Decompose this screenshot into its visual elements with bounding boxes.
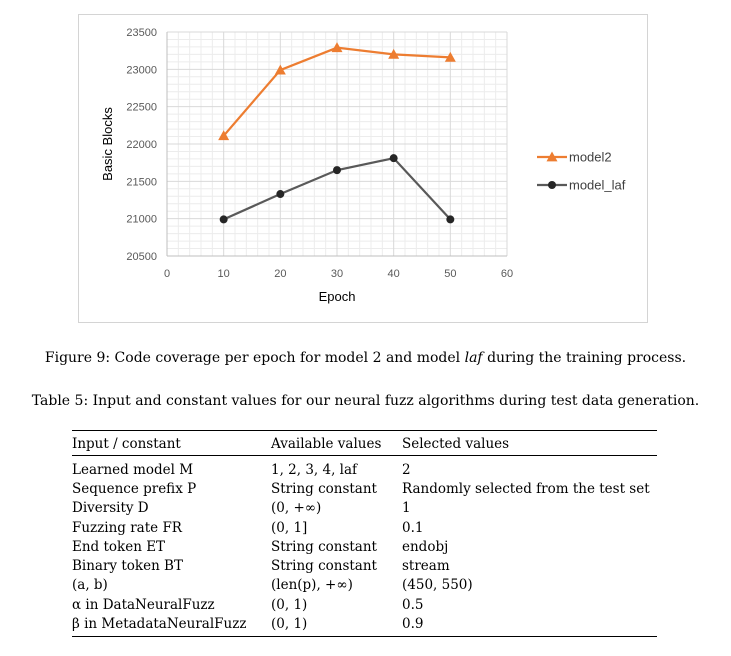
y-tick-label: 23500 bbox=[126, 27, 157, 39]
data-point-model2 bbox=[388, 48, 400, 59]
cell-available-values: (0, 1) bbox=[271, 596, 308, 613]
cell-input-constant: Sequence prefix P bbox=[72, 480, 197, 497]
cell-available-values: (0, +∞) bbox=[271, 500, 322, 517]
cell-available-values: (len(p), +∞) bbox=[271, 577, 353, 594]
data-point-model-laf bbox=[276, 190, 285, 199]
x-tick-label: 10 bbox=[218, 268, 230, 280]
table-row: Fuzzing rate FR (0, 1] 0.1 bbox=[72, 518, 657, 537]
data-point-model2 bbox=[444, 51, 456, 62]
x-tick-label: 40 bbox=[388, 268, 400, 280]
cell-input-constant: Learned model M bbox=[72, 461, 194, 478]
x-tick-label: 60 bbox=[501, 268, 513, 280]
data-point-model2 bbox=[274, 64, 286, 75]
table-row: β in MetadataNeuralFuzz (0, 1) 0.9 bbox=[72, 614, 657, 637]
cell-selected-values: (450, 550) bbox=[402, 577, 473, 594]
x-tick-label: 0 bbox=[164, 268, 170, 280]
cell-selected-values: 0.1 bbox=[402, 519, 424, 536]
data-point-model2 bbox=[218, 130, 230, 141]
legend-label-model-laf: model_laf bbox=[569, 178, 626, 193]
table-header-row: Input / constant Available values Select… bbox=[72, 430, 657, 456]
cell-input-constant: Binary token BT bbox=[72, 558, 183, 575]
y-axis-title: Basic Blocks bbox=[100, 107, 115, 181]
header-available-values: Available values bbox=[271, 430, 402, 456]
parameters-table: Input / constant Available values Select… bbox=[72, 430, 657, 637]
cell-input-constant: Fuzzing rate FR bbox=[72, 519, 182, 536]
cell-selected-values: 1 bbox=[402, 500, 411, 517]
cell-input-constant: α in DataNeuralFuzz bbox=[72, 596, 215, 613]
caption-model-name: laf bbox=[464, 350, 483, 366]
x-axis-title: Epoch bbox=[319, 289, 356, 304]
y-tick-label: 21500 bbox=[126, 176, 157, 188]
cell-available-values: String constant bbox=[271, 480, 377, 497]
cell-available-values: String constant bbox=[271, 538, 377, 555]
table-row: Diversity D (0, +∞) 1 bbox=[72, 499, 657, 518]
data-point-model2 bbox=[331, 42, 343, 53]
legend-marker-model2 bbox=[546, 151, 558, 162]
y-tick-label: 21000 bbox=[126, 214, 157, 226]
legend-label-model2: model2 bbox=[569, 150, 612, 165]
table-caption: Table 5: Input and constant values for o… bbox=[31, 393, 700, 409]
cell-selected-values: 0.5 bbox=[402, 596, 424, 613]
cell-available-values: (0, 1) bbox=[271, 614, 402, 637]
legend-marker-model-laf bbox=[548, 181, 556, 189]
x-tick-label: 50 bbox=[444, 268, 456, 280]
figure-caption: Figure 9: Code coverage per epoch for mo… bbox=[44, 350, 687, 366]
y-tick-label: 22000 bbox=[126, 139, 157, 151]
cell-selected-values: Randomly selected from the test set bbox=[402, 480, 650, 497]
cell-selected-values: endobj bbox=[402, 538, 449, 555]
x-tick-label: 30 bbox=[331, 268, 343, 280]
cell-input-constant: (a, b) bbox=[72, 577, 108, 594]
data-point-model-laf bbox=[446, 215, 455, 224]
chart-frame: 0 10 20 30 40 50 60 20500 21000 21500 22000 22500 23… bbox=[78, 14, 648, 323]
y-tick-label: 22500 bbox=[126, 102, 157, 114]
cell-selected-values: 0.9 bbox=[402, 614, 657, 637]
y-tick-label: 20500 bbox=[126, 251, 157, 263]
y-tick-label: 23000 bbox=[126, 64, 157, 76]
table-row: α in DataNeuralFuzz (0, 1) 0.5 bbox=[72, 595, 657, 614]
cell-available-values: 1, 2, 3, 4, laf bbox=[271, 461, 358, 478]
cell-available-values: String constant bbox=[271, 558, 377, 575]
x-tick-label: 20 bbox=[274, 268, 286, 280]
table-row: End token ET String constant endobj bbox=[72, 537, 657, 556]
table-row: Learned model M 1, 2, 3, 4, laf 2 bbox=[72, 456, 657, 480]
data-point-model-laf bbox=[219, 215, 228, 224]
line-chart: 0 10 20 30 40 50 60 20500 21000 21500 22000 22500 23… bbox=[100, 27, 626, 304]
table-row: (a, b) (len(p), +∞) (450, 550) bbox=[72, 576, 657, 595]
data-point-model-laf bbox=[389, 154, 398, 163]
cell-input-constant: End token ET bbox=[72, 538, 166, 555]
header-selected-values: Selected values bbox=[402, 430, 657, 456]
cell-available-values: (0, 1] bbox=[271, 519, 308, 536]
cell-input-constant: Diversity D bbox=[72, 500, 149, 517]
cell-input-constant: β in MetadataNeuralFuzz bbox=[72, 614, 271, 637]
cell-selected-values: 2 bbox=[402, 461, 411, 478]
data-point-model-laf bbox=[333, 166, 341, 175]
table-row: Sequence prefix P String constant Randomly… bbox=[72, 479, 657, 498]
cell-selected-values: stream bbox=[402, 558, 450, 575]
table-row: Binary token BT String constant stream bbox=[72, 556, 657, 575]
header-input-constant: Input / constant bbox=[72, 430, 271, 456]
